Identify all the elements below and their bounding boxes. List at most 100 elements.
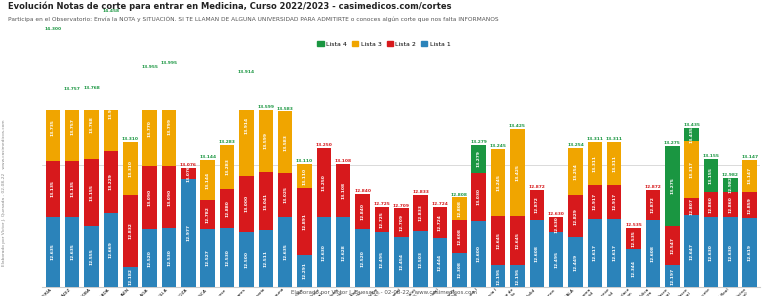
Text: 13.275: 13.275 bbox=[670, 178, 674, 194]
Bar bbox=[646, 220, 660, 287]
Text: 12.860: 12.860 bbox=[709, 196, 713, 213]
Bar bbox=[200, 229, 215, 287]
Bar bbox=[375, 232, 389, 287]
Text: 13.144: 13.144 bbox=[206, 172, 210, 189]
Bar bbox=[568, 148, 583, 195]
Bar bbox=[432, 207, 447, 238]
Text: 12.840: 12.840 bbox=[360, 203, 365, 220]
Bar bbox=[452, 197, 467, 220]
Bar bbox=[684, 141, 699, 197]
Bar bbox=[104, 151, 118, 213]
Text: 13.144: 13.144 bbox=[199, 155, 217, 159]
Text: 13.435: 13.435 bbox=[684, 123, 700, 127]
Text: 13.000: 13.000 bbox=[244, 195, 248, 213]
Bar bbox=[162, 66, 177, 87]
Bar bbox=[123, 267, 137, 287]
Text: 12.829: 12.829 bbox=[574, 208, 578, 225]
Text: 12.872: 12.872 bbox=[651, 197, 655, 213]
Text: 13.108: 13.108 bbox=[341, 182, 345, 199]
Bar bbox=[510, 129, 525, 215]
Text: 13.108: 13.108 bbox=[335, 159, 352, 163]
Text: 12.808: 12.808 bbox=[451, 192, 468, 197]
Text: 13.995: 13.995 bbox=[161, 61, 177, 65]
Text: 12.833: 12.833 bbox=[412, 190, 429, 194]
Text: 12.891: 12.891 bbox=[303, 213, 306, 230]
Text: 13.135: 13.135 bbox=[51, 181, 55, 197]
Text: 13.283: 13.283 bbox=[219, 140, 236, 144]
Bar bbox=[743, 192, 757, 218]
Bar bbox=[316, 148, 331, 217]
Text: 13.583: 13.583 bbox=[283, 134, 287, 151]
Text: 12.495: 12.495 bbox=[554, 251, 558, 268]
Text: Elaborado por Víctor J. Quesada - 02-08-22   www.casimedicos.com: Elaborado por Víctor J. Quesada - 02-08-… bbox=[291, 289, 477, 295]
Text: 13.425: 13.425 bbox=[515, 164, 519, 181]
Bar bbox=[549, 217, 564, 232]
Text: 13.147: 13.147 bbox=[748, 167, 752, 184]
Bar bbox=[316, 217, 331, 287]
Text: 12.982: 12.982 bbox=[722, 173, 739, 177]
Text: 12.527: 12.527 bbox=[206, 250, 210, 266]
Text: 13.030: 13.030 bbox=[477, 188, 481, 205]
Text: 13.914: 13.914 bbox=[238, 70, 255, 74]
Bar bbox=[549, 232, 564, 287]
Text: 12.530: 12.530 bbox=[225, 249, 229, 266]
Text: 13.110: 13.110 bbox=[296, 159, 313, 163]
Text: 14.458: 14.458 bbox=[109, 33, 113, 50]
Text: 12.608: 12.608 bbox=[651, 245, 655, 262]
Text: 13.310: 13.310 bbox=[128, 160, 132, 177]
Bar bbox=[162, 228, 177, 287]
Text: 12.195: 12.195 bbox=[496, 268, 500, 285]
Text: 12.617: 12.617 bbox=[612, 244, 616, 261]
Bar bbox=[510, 266, 525, 287]
Bar bbox=[510, 215, 525, 266]
Text: 12.917: 12.917 bbox=[612, 194, 616, 210]
Text: 13.735: 13.735 bbox=[51, 120, 55, 136]
Text: 12.495: 12.495 bbox=[380, 251, 384, 268]
Bar bbox=[162, 166, 177, 228]
Text: 12.709: 12.709 bbox=[399, 214, 403, 231]
Text: 13.955: 13.955 bbox=[141, 65, 158, 69]
Bar bbox=[665, 265, 680, 287]
Bar bbox=[162, 87, 177, 166]
Bar bbox=[568, 237, 583, 287]
Text: 12.725: 12.725 bbox=[380, 211, 384, 228]
Bar bbox=[239, 231, 253, 287]
Text: 12.608: 12.608 bbox=[458, 228, 462, 245]
Bar bbox=[278, 173, 293, 217]
Text: 12.535: 12.535 bbox=[625, 223, 642, 227]
Bar bbox=[684, 197, 699, 215]
Text: 13.757: 13.757 bbox=[64, 87, 81, 91]
Text: 13.955: 13.955 bbox=[147, 72, 151, 89]
Text: 12.917: 12.917 bbox=[593, 194, 597, 210]
Bar bbox=[200, 200, 215, 229]
Text: 12.724: 12.724 bbox=[432, 202, 449, 206]
Bar bbox=[703, 217, 718, 287]
Text: 12.449: 12.449 bbox=[574, 254, 578, 271]
Text: 13.311: 13.311 bbox=[593, 155, 597, 172]
Text: 12.344: 12.344 bbox=[631, 260, 636, 276]
Text: 13.147: 13.147 bbox=[741, 155, 758, 159]
Text: 12.725: 12.725 bbox=[373, 202, 390, 206]
Bar bbox=[491, 215, 505, 266]
Text: 13.317: 13.317 bbox=[690, 161, 694, 178]
Text: 13.279: 13.279 bbox=[477, 151, 481, 168]
Text: 12.197: 12.197 bbox=[670, 268, 674, 285]
Bar bbox=[684, 128, 699, 141]
Bar bbox=[297, 188, 312, 255]
Text: 13.025: 13.025 bbox=[283, 186, 287, 203]
Bar bbox=[45, 32, 60, 94]
Bar bbox=[142, 91, 157, 166]
Text: 12.195: 12.195 bbox=[515, 268, 519, 285]
Bar bbox=[65, 92, 80, 161]
Text: 12.630: 12.630 bbox=[322, 244, 326, 260]
Bar bbox=[607, 219, 621, 287]
Bar bbox=[452, 220, 467, 253]
Text: 13.076: 13.076 bbox=[187, 165, 190, 182]
Text: 12.530: 12.530 bbox=[167, 249, 171, 266]
Bar bbox=[297, 255, 312, 287]
Bar bbox=[297, 164, 312, 188]
Text: 13.960: 13.960 bbox=[109, 102, 113, 119]
Bar bbox=[743, 218, 757, 287]
Bar bbox=[239, 75, 253, 176]
Text: 12.833: 12.833 bbox=[419, 205, 422, 221]
